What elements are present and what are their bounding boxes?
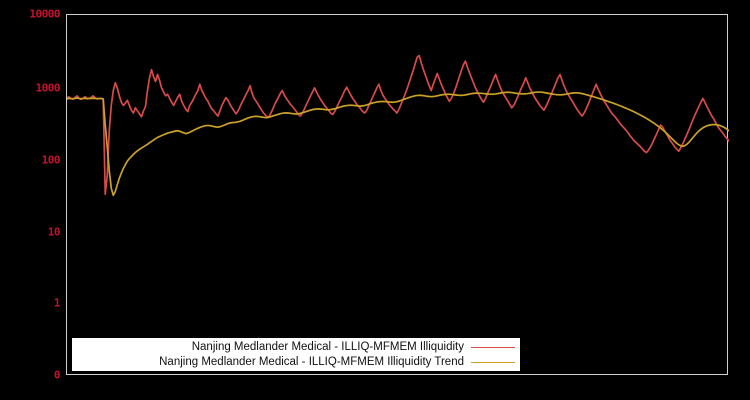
legend-item-illiquidity-trend: Nanjing Medlander Medical - ILLIQ-MFMEM … [73,355,515,370]
plot-area [66,14,729,375]
y-tick-label-10000: 10000 [29,7,60,21]
legend-label-illiquidity: Nanjing Medlander Medical - ILLIQ-MFMEM … [191,340,464,353]
y-tick-label-0: 0 [53,368,61,382]
y-tick-label-1: 1 [53,296,61,310]
legend: Nanjing Medlander Medical - ILLIQ-MFMEM … [72,338,520,371]
legend-swatch-illiquidity-trend [471,361,515,363]
series-line-illiquidity [67,54,729,196]
y-tick-label-1000: 1000 [35,81,61,95]
legend-label-illiquidity-trend: Nanjing Medlander Medical - ILLIQ-MFMEM … [159,355,464,368]
legend-item-illiquidity: Nanjing Medlander Medical - ILLIQ-MFMEM … [73,340,515,355]
series-canvas [67,54,729,197]
y-axis-tick-labels: 10000 1000 100 10 1 0 [0,0,60,400]
series-line-illiquidity-trend [67,91,729,197]
y-tick-label-100: 100 [41,153,61,167]
y-tick-label-10: 10 [47,225,61,239]
legend-swatch-illiquidity [471,346,515,348]
